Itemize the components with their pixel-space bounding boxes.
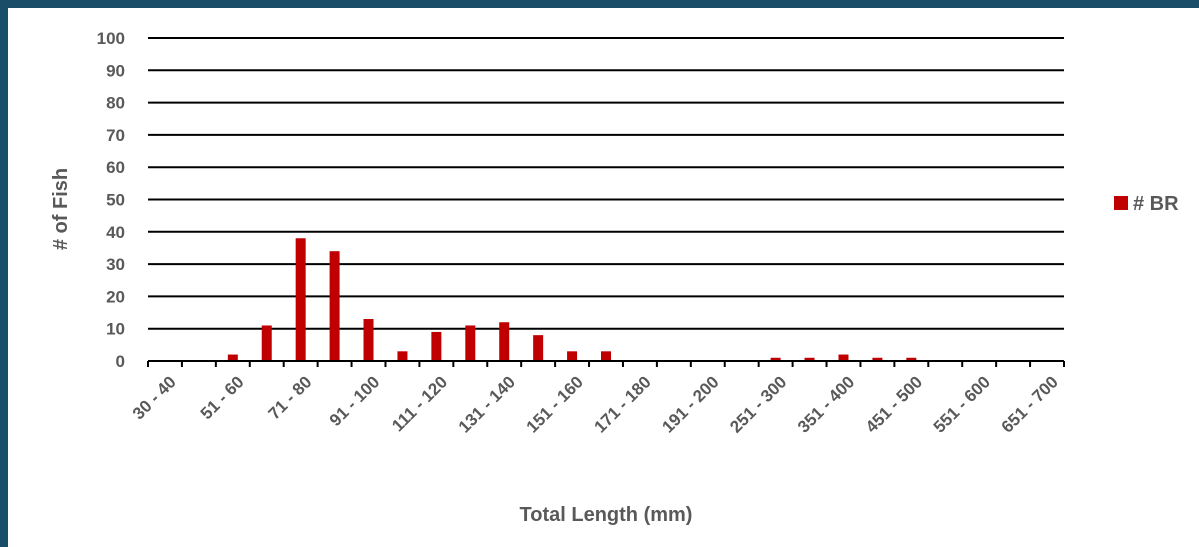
- y-tick-label: 40: [106, 223, 125, 242]
- chart-frame: 0 10 20 30 40 50 60 70 80 90 100 30 - 40 51 - 60 71 …: [8, 8, 1199, 547]
- bar: [872, 357, 883, 361]
- bar: [804, 357, 815, 361]
- y-tick-label: 50: [106, 191, 125, 210]
- bars: [227, 238, 917, 361]
- x-tick-label: 111 - 120: [388, 372, 451, 435]
- x-tick-label: 451 - 500: [862, 372, 926, 436]
- bar: [906, 357, 917, 361]
- legend-label: # BR: [1133, 193, 1179, 215]
- bar: [431, 331, 442, 361]
- axes: [147, 360, 1065, 367]
- y-tick-label: 0: [116, 352, 125, 371]
- y-tick-label: 60: [106, 158, 125, 177]
- y-tick-labels: 0 10 20 30 40 50 60 70 80 90 100: [97, 29, 125, 371]
- y-tick-label: 80: [106, 94, 125, 113]
- legend: # BR: [1114, 193, 1179, 215]
- bar: [397, 351, 408, 361]
- x-tick-label: 191 - 200: [658, 372, 722, 436]
- x-tick-label: 651 - 700: [998, 372, 1062, 436]
- bar: [499, 322, 510, 361]
- bar: [838, 354, 849, 361]
- gridlines: [148, 37, 1064, 330]
- x-axis-title: Total Length (mm): [520, 504, 693, 526]
- bar: [533, 335, 544, 361]
- y-tick-label: 20: [106, 287, 125, 306]
- bar-chart: 0 10 20 30 40 50 60 70 80 90 100 30 - 40 51 - 60 71 …: [50, 29, 1179, 526]
- legend-swatch: [1114, 196, 1128, 210]
- x-tick-label: 30 - 40: [129, 372, 180, 423]
- y-tick-label: 30: [106, 255, 125, 274]
- x-tick-label: 171 - 180: [591, 372, 655, 436]
- x-tick-label: 251 - 300: [726, 372, 790, 436]
- bar: [261, 325, 272, 361]
- bar: [601, 351, 611, 361]
- x-tick-label: 351 - 400: [794, 372, 858, 436]
- x-tick-label: 91 - 100: [326, 372, 384, 430]
- x-tick-label: 151 - 160: [523, 372, 587, 436]
- y-tick-label: 10: [106, 320, 125, 339]
- y-axis-title: # of Fish: [50, 168, 72, 250]
- y-tick-label: 90: [106, 61, 125, 80]
- x-tick-label: 551 - 600: [930, 372, 994, 436]
- bar: [227, 354, 238, 361]
- y-tick-label: 100: [97, 29, 125, 48]
- bar: [363, 319, 374, 361]
- bar: [465, 325, 476, 361]
- x-tick-label: 131 - 140: [455, 372, 519, 436]
- bar: [567, 351, 578, 361]
- bar: [770, 357, 781, 361]
- x-tick-label: 71 - 80: [265, 372, 316, 423]
- bar: [329, 251, 340, 361]
- x-tick-label: 51 - 60: [197, 372, 248, 423]
- x-tick-labels: 30 - 40 51 - 60 71 - 80 91 - 100 111 - 120 13…: [129, 372, 1062, 436]
- y-tick-label: 70: [106, 126, 125, 145]
- bar: [295, 238, 306, 361]
